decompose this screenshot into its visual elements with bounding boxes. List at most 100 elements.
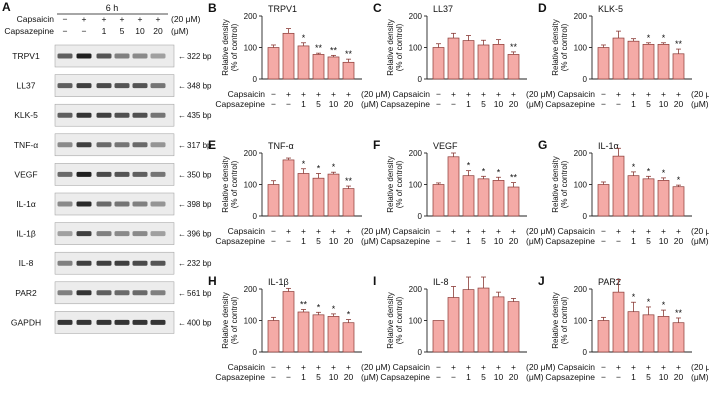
gel-band (96, 290, 112, 296)
capsaicin-symbol: + (661, 226, 666, 236)
significance-mark: * (347, 310, 351, 320)
chart-title: KLK-5 (598, 4, 623, 14)
bar (627, 175, 640, 217)
y-tick-label: 0 (583, 348, 588, 357)
gel-band (114, 231, 130, 237)
capsaicin-symbol: + (511, 362, 516, 372)
significance-mark: ** (510, 42, 518, 52)
capsaicin-label: Capsaicin (393, 89, 431, 99)
time-label: 6 h (106, 3, 119, 13)
capsazepine-dose: 5 (316, 236, 321, 246)
capsaicin-unit: (20 μM) (526, 362, 556, 372)
bar (492, 180, 505, 217)
gel-band (57, 231, 73, 237)
capsazepine-dose: 20 (674, 99, 684, 109)
bar (342, 61, 355, 80)
panel-letter: E (208, 138, 216, 152)
gel-band (150, 231, 166, 237)
band-size: 396 bp (187, 230, 212, 239)
capsazepine-label: Capsazepine (380, 99, 430, 109)
gel-band (57, 260, 73, 266)
significance-mark: * (647, 297, 651, 307)
capsazepine-unit: (μM) (361, 99, 379, 109)
chart-panel-E: E TNF-α Relative density(% of control) 0 100… (208, 138, 391, 246)
y-axis-label-line1: Relative density (386, 156, 395, 212)
significance-mark: * (302, 33, 306, 43)
capsaicin-symbol: + (511, 226, 516, 236)
bar (462, 40, 475, 80)
significance-mark: * (467, 161, 471, 171)
capsaicin-symbol: + (616, 89, 621, 99)
bar (657, 316, 670, 353)
capsaicin-symbol: + (331, 226, 336, 236)
significance-mark: * (497, 167, 501, 177)
bar (507, 54, 520, 80)
significance-mark: * (647, 166, 651, 176)
significance-mark: ** (675, 39, 683, 49)
capsazepine-dose: 5 (481, 99, 486, 109)
y-axis-label: Relative density(% of control) (551, 19, 569, 75)
capsaicin-unit: (20 μM) (526, 226, 556, 236)
y-tick-label: 200 (409, 285, 423, 294)
bar (297, 45, 310, 80)
gel-band (132, 231, 148, 237)
band-size: 398 bp (187, 200, 212, 209)
chart-panel-F: F VEGF Relative density(% of control) 0 100 2… (373, 138, 556, 246)
gel-band (96, 53, 112, 59)
capsaicin-label: Capsaicin (393, 362, 431, 372)
capsazepine-dose: 20 (344, 99, 354, 109)
bar (327, 56, 340, 80)
gel-band (150, 319, 166, 325)
significance-mark: * (662, 33, 666, 43)
gel-band (114, 142, 130, 148)
treatment-symbol: 10 (135, 26, 145, 36)
bar (642, 314, 655, 353)
capsaicin-symbol: + (481, 89, 486, 99)
band-size: 400 bp (187, 318, 212, 327)
bar (492, 296, 505, 353)
capsaicin-symbol: + (346, 226, 351, 236)
y-axis-label-line1: Relative density (221, 156, 230, 212)
capsaicin-unit: (20 μM) (691, 226, 709, 236)
capsaicin-symbol: − (436, 226, 441, 236)
gel-band (150, 290, 166, 296)
capsaicin-symbol: + (511, 89, 516, 99)
y-tick-label: 100 (244, 44, 258, 53)
capsazepine-dose: 10 (659, 99, 669, 109)
bar (282, 291, 295, 353)
gel-band (96, 112, 112, 118)
panel-letter: B (208, 1, 217, 15)
gel-band (76, 231, 92, 237)
capsaicin-symbol: + (631, 226, 636, 236)
y-tick-label: 200 (574, 149, 588, 158)
capsaicin-symbol: + (346, 89, 351, 99)
capsaicin-symbol: + (661, 362, 666, 372)
bar (432, 47, 445, 80)
capsazepine-dose: − (616, 372, 621, 382)
capsaicin-symbol: + (646, 226, 651, 236)
capsazepine-dose: 20 (674, 372, 684, 382)
gel-band (57, 319, 73, 325)
gel-band (114, 83, 130, 89)
y-axis-label-line1: Relative density (386, 292, 395, 348)
y-tick-label: 200 (244, 12, 258, 21)
capsaicin-symbol: + (496, 89, 501, 99)
capsazepine-dose: 20 (344, 372, 354, 382)
bar (267, 320, 280, 353)
gel-band (114, 260, 130, 266)
capsazepine-dose: 20 (344, 236, 354, 246)
y-tick-label: 0 (583, 75, 588, 84)
significance-mark: ** (510, 173, 518, 183)
chart-panel-G: G IL-1α Relative density(% of control) 0 100… (538, 138, 709, 246)
capsaicin-symbol: + (616, 226, 621, 236)
bar (282, 32, 295, 80)
capsazepine-label: Capsazepine (545, 99, 595, 109)
capsaicin-symbol: + (331, 362, 336, 372)
significance-mark: * (662, 300, 666, 310)
capsaicin-label: Capsaicin (558, 89, 596, 99)
capsaicin-symbol: + (631, 362, 636, 372)
capsaicin-symbol: + (301, 226, 306, 236)
capsazepine-dose: − (601, 99, 606, 109)
